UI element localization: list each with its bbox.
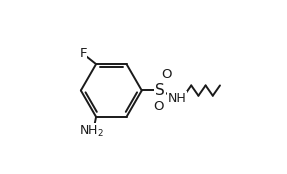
Text: O: O	[161, 68, 172, 81]
Text: S: S	[155, 83, 165, 98]
Text: NH$_2$: NH$_2$	[79, 124, 104, 139]
Text: O: O	[153, 100, 164, 113]
Text: F: F	[79, 47, 87, 60]
Text: NH: NH	[168, 92, 187, 105]
